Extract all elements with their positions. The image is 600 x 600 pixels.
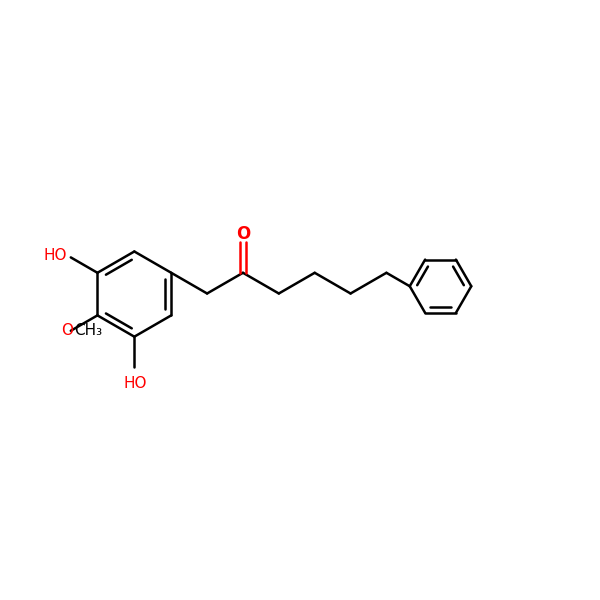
Text: HO: HO: [44, 248, 67, 263]
Text: O: O: [61, 323, 73, 338]
Text: HO: HO: [124, 376, 147, 391]
Text: CH₃: CH₃: [74, 323, 103, 338]
Text: O: O: [236, 225, 250, 243]
